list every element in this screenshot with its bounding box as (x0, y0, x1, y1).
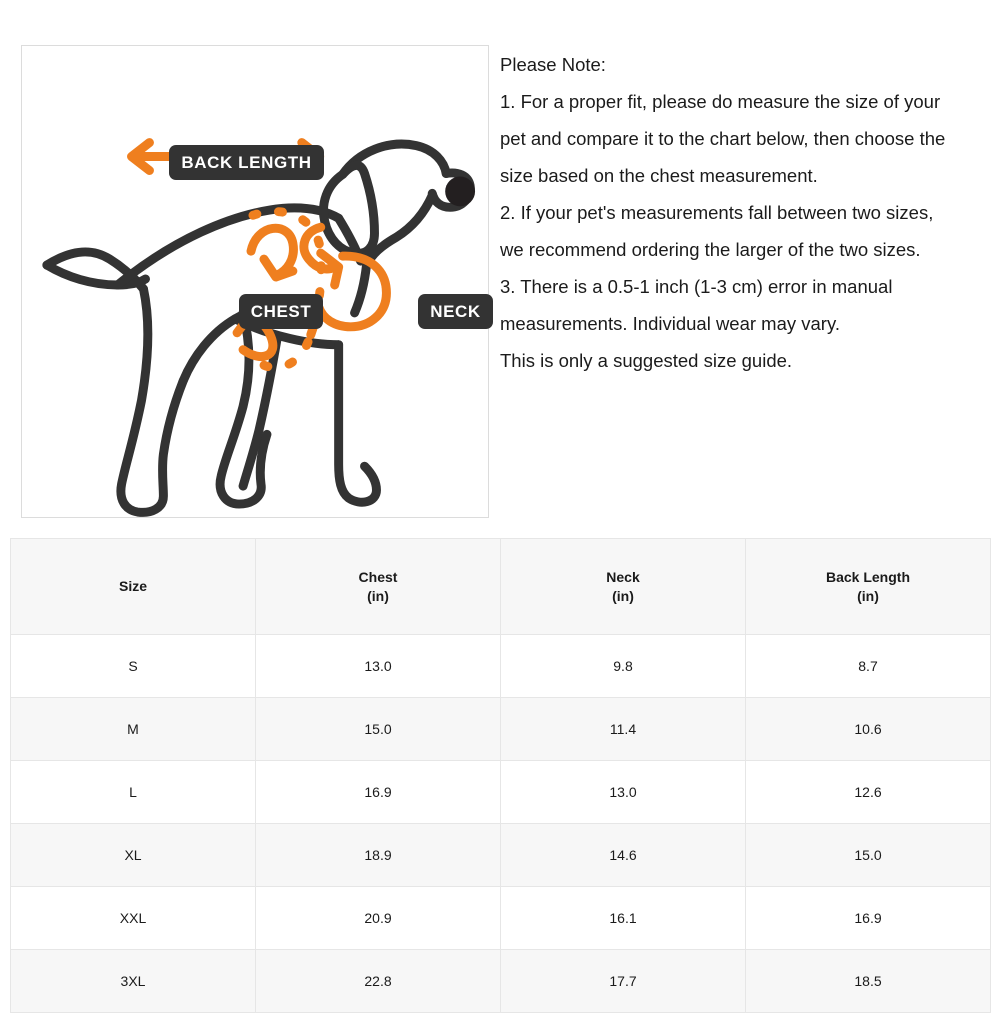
cell-back-length: 12.6 (745, 760, 991, 824)
head-top (338, 139, 451, 179)
column-header-size: Size (10, 538, 256, 635)
table-row: S 13.0 9.8 8.7 (10, 634, 991, 698)
table-row: 3XL 22.8 17.7 18.5 (10, 949, 991, 1013)
note-line: 3. There is a 0.5-1 inch (1-3 cm) error … (500, 276, 893, 297)
note-line: pet and compare it to the chart below, t… (500, 128, 946, 149)
cell-chest: 13.0 (255, 634, 501, 698)
note-line: measurements. Individual wear may vary. (500, 313, 840, 334)
size-chart-table: Size Chest (in) Neck (in) Back Length (i… (10, 538, 991, 1013)
table-header-row: Size Chest (in) Neck (in) Back Length (i… (10, 538, 991, 635)
please-note-block: Please Note: 1. For a proper fit, please… (500, 46, 1000, 379)
dog-measurement-diagram: BACK LENGTH CHEST NECK (21, 45, 493, 518)
cell-chest: 22.8 (255, 949, 501, 1013)
header-unit: (in) (367, 587, 389, 604)
jaw-line (362, 190, 437, 270)
cell-back-length: 16.9 (745, 886, 991, 950)
cell-back-length: 15.0 (745, 823, 991, 887)
column-header-back-length: Back Length (in) (745, 538, 991, 635)
throat-line (350, 260, 372, 318)
cell-size: M (10, 697, 256, 761)
cell-chest: 15.0 (255, 697, 501, 761)
cell-size: XL (10, 823, 256, 887)
column-header-neck: Neck (in) (500, 538, 746, 635)
header-label: Chest (358, 568, 398, 585)
header-unit: (in) (857, 587, 879, 604)
table-row: XXL 20.9 16.1 16.9 (10, 886, 991, 950)
hind-leg-near (215, 308, 272, 509)
table-row: M 15.0 11.4 10.6 (10, 697, 991, 761)
cell-back-length: 8.7 (745, 634, 991, 698)
header-unit: (in) (612, 587, 634, 604)
note-line: This is only a suggested size guide. (500, 350, 793, 371)
table-body: S 13.0 9.8 8.7 M 15.0 11.4 10.6 L 16.9 1… (10, 634, 991, 1013)
cell-neck: 17.7 (500, 949, 746, 1013)
note-line: 1. For a proper fit, please do measure t… (500, 91, 941, 112)
chest-arrow-top-left (246, 223, 298, 282)
front-leg-far (238, 335, 282, 491)
header-label: Neck (606, 568, 640, 585)
note-line: size based on the chest measurement. (500, 165, 818, 186)
front-leg-near (334, 340, 381, 507)
cell-size: XXL (10, 886, 256, 950)
cell-chest: 16.9 (255, 760, 501, 824)
cell-neck: 9.8 (500, 634, 746, 698)
cell-neck: 13.0 (500, 760, 746, 824)
dog-illustration (42, 138, 476, 517)
cell-neck: 11.4 (500, 697, 746, 761)
dog-outline (42, 139, 475, 517)
cell-chest: 20.9 (255, 886, 501, 950)
cell-size: 3XL (10, 949, 256, 1013)
chest-arrow-top-right (299, 222, 344, 290)
header-label: Size (118, 578, 147, 594)
cell-size: L (10, 760, 256, 824)
column-header-chest: Chest (in) (255, 538, 501, 635)
note-line: Please Note: (500, 54, 606, 75)
cell-neck: 16.1 (500, 886, 746, 950)
table-header: Size Chest (in) Neck (in) Back Length (i… (10, 538, 991, 635)
top-section: BACK LENGTH CHEST NECK Please Note: 1. F… (21, 45, 1000, 518)
cell-back-length: 18.5 (745, 949, 991, 1013)
chest-label: CHEST (239, 294, 323, 329)
cell-back-length: 10.6 (745, 697, 991, 761)
table-row: XL 18.9 14.6 15.0 (10, 823, 991, 887)
neck-label: NECK (418, 294, 493, 329)
table-row: L 16.9 13.0 12.6 (10, 760, 991, 824)
cell-neck: 14.6 (500, 823, 746, 887)
header-label: Back Length (825, 568, 910, 585)
note-line: we recommend ordering the larger of the … (500, 239, 921, 260)
nose (445, 176, 476, 207)
cell-size: S (10, 634, 256, 698)
back-length-label: BACK LENGTH (169, 145, 324, 180)
hind-leg-far (116, 284, 188, 517)
note-line: 2. If your pet's measurements fall betwe… (500, 202, 934, 223)
ear (319, 160, 379, 258)
cell-chest: 18.9 (255, 823, 501, 887)
